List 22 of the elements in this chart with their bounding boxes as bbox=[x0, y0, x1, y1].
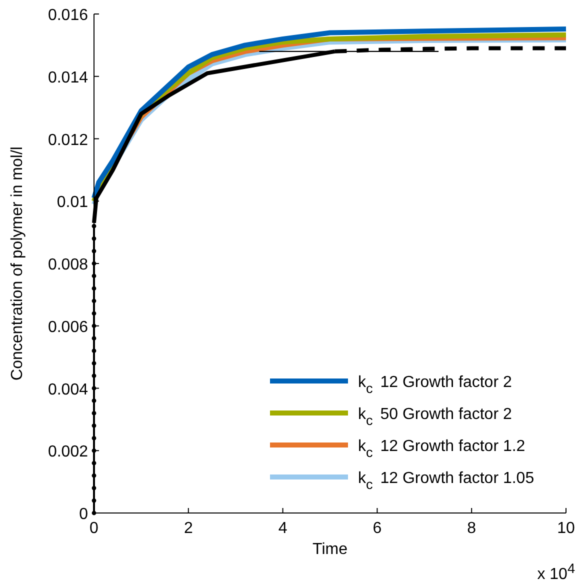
text: x 10$^{4}$ bbox=[537, 561, 576, 583]
x-tick-label: 6 bbox=[372, 520, 382, 537]
y-axis-title: Concentration of polymer in mol/l bbox=[9, 146, 26, 380]
legend-label: k$_{c}$ 12 Growth factor 2 bbox=[358, 374, 512, 396]
x-tick-label: 8 bbox=[467, 520, 476, 537]
x-tick-label: 2 bbox=[184, 520, 193, 537]
legend-label: k$_{c}$ 50 Growth factor 2 bbox=[358, 406, 512, 428]
y-tick-label: 0.01 bbox=[56, 194, 88, 212]
y-tick-label: 0.008 bbox=[48, 256, 88, 274]
legend-label: k$_{c}$ 12 Growth factor 1.05 bbox=[358, 470, 534, 492]
x-tick-label: 0 bbox=[90, 520, 99, 537]
y-tick-label: 0.016 bbox=[48, 7, 88, 24]
x-tick-label: 10 bbox=[557, 520, 575, 537]
y-tick-label: 0.014 bbox=[48, 69, 88, 86]
y-tick-label: 0.012 bbox=[48, 132, 88, 149]
y-tick-label: 0.004 bbox=[48, 381, 88, 398]
y-tick-label: 0 bbox=[79, 506, 88, 523]
y-tick-label: 0.006 bbox=[48, 318, 88, 336]
x-tick-label: 4 bbox=[278, 520, 288, 537]
y-tick-label: 0.002 bbox=[48, 444, 88, 461]
legend-label: k$_{c}$ 12 Growth factor 1.2 bbox=[358, 438, 526, 460]
x-axis-title: Time bbox=[312, 541, 348, 558]
